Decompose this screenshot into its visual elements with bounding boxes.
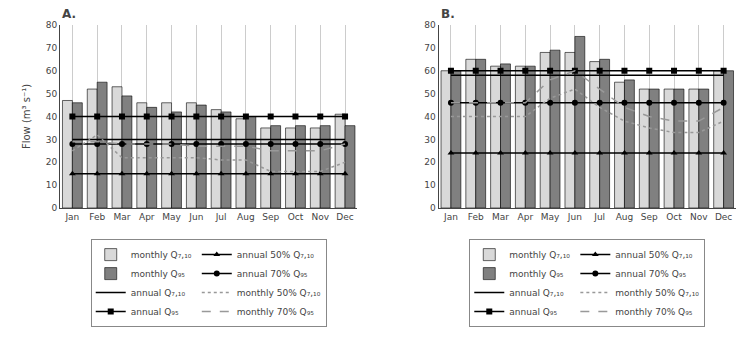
- svg-text:annual 50% Q₇,₁₀: annual 50% Q₇,₁₀: [237, 250, 315, 260]
- svg-text:Aug: Aug: [616, 212, 634, 222]
- svg-text:Mar: Mar: [113, 212, 130, 222]
- svg-text:Feb: Feb: [468, 212, 484, 222]
- svg-text:70: 70: [424, 43, 436, 53]
- svg-text:annual 70% Q₉₅: annual 70% Q₉₅: [237, 269, 308, 279]
- svg-text:0: 0: [51, 203, 57, 213]
- svg-text:Jul: Jul: [593, 212, 605, 222]
- svg-text:monthly 50% Q₇,₁₀: monthly 50% Q₇,₁₀: [615, 288, 699, 298]
- svg-text:30: 30: [424, 135, 436, 145]
- svg-text:annual Q₉₅: annual Q₉₅: [131, 307, 179, 317]
- svg-text:Jan: Jan: [64, 212, 79, 222]
- svg-text:Aug: Aug: [237, 212, 255, 222]
- svg-text:Apr: Apr: [139, 212, 155, 222]
- svg-text:annual 50% Q₇,₁₀: annual 50% Q₇,₁₀: [615, 250, 693, 260]
- svg-text:Jan: Jan: [443, 212, 458, 222]
- svg-text:Nov: Nov: [311, 212, 329, 222]
- svg-text:May: May: [162, 212, 181, 222]
- svg-text:80: 80: [46, 20, 58, 30]
- svg-text:monthly 50% Q₇,₁₀: monthly 50% Q₇,₁₀: [237, 288, 321, 298]
- svg-text:May: May: [541, 212, 560, 222]
- svg-text:monthly Q₉₅: monthly Q₉₅: [509, 269, 564, 279]
- svg-text:40: 40: [46, 112, 58, 122]
- svg-text:monthly 70% Q₉₅: monthly 70% Q₉₅: [237, 307, 314, 317]
- svg-text:20: 20: [424, 157, 436, 167]
- svg-text:Jul: Jul: [215, 212, 227, 222]
- svg-text:Flow (m³ s⁻¹): Flow (m³ s⁻¹): [21, 84, 32, 149]
- svg-text:annual Q₇,₁₀: annual Q₇,₁₀: [131, 288, 186, 298]
- svg-text:A.: A.: [62, 7, 76, 21]
- svg-text:Jun: Jun: [567, 212, 582, 222]
- svg-text:10: 10: [424, 180, 436, 190]
- svg-text:Dec: Dec: [336, 212, 353, 222]
- svg-text:50: 50: [424, 89, 436, 99]
- svg-text:monthly 70% Q₉₅: monthly 70% Q₉₅: [615, 307, 692, 317]
- svg-text:Oct: Oct: [288, 212, 304, 222]
- svg-text:60: 60: [46, 66, 58, 76]
- svg-text:annual Q₉₅: annual Q₉₅: [509, 307, 557, 317]
- svg-text:60: 60: [424, 66, 436, 76]
- svg-text:Jun: Jun: [188, 212, 203, 222]
- svg-text:80: 80: [424, 20, 436, 30]
- svg-text:monthly Q₇,₁₀: monthly Q₇,₁₀: [509, 250, 570, 260]
- svg-text:annual 70% Q₉₅: annual 70% Q₉₅: [615, 269, 686, 279]
- svg-text:Mar: Mar: [492, 212, 509, 222]
- svg-text:Sep: Sep: [262, 212, 279, 222]
- svg-text:0: 0: [430, 203, 436, 213]
- svg-text:30: 30: [46, 135, 58, 145]
- svg-text:Nov: Nov: [690, 212, 708, 222]
- svg-text:monthly Q₉₅: monthly Q₉₅: [131, 269, 186, 279]
- svg-text:monthly Q₇,₁₀: monthly Q₇,₁₀: [131, 250, 192, 260]
- svg-text:B.: B.: [441, 7, 455, 21]
- svg-text:10: 10: [46, 180, 58, 190]
- svg-text:Apr: Apr: [518, 212, 534, 222]
- svg-text:Sep: Sep: [641, 212, 658, 222]
- svg-text:40: 40: [424, 112, 436, 122]
- svg-text:Feb: Feb: [89, 212, 105, 222]
- svg-text:20: 20: [46, 157, 58, 167]
- svg-text:Oct: Oct: [666, 212, 682, 222]
- svg-text:annual Q₇,₁₀: annual Q₇,₁₀: [509, 288, 564, 298]
- svg-text:Dec: Dec: [715, 212, 732, 222]
- svg-text:70: 70: [46, 43, 58, 53]
- svg-text:50: 50: [46, 89, 58, 99]
